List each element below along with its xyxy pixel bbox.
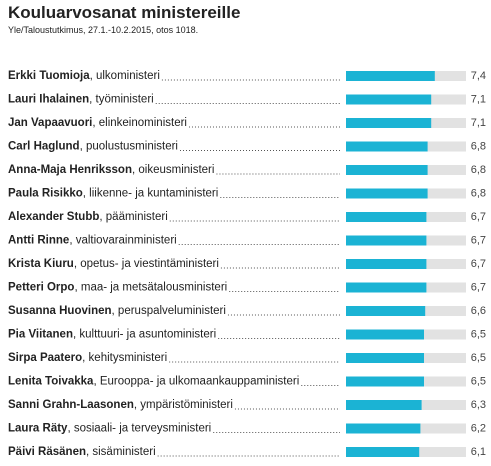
- bar: [346, 94, 432, 105]
- minister-name: Pia Viitanen: [8, 329, 73, 341]
- minister-name: Laura Räty: [8, 423, 68, 435]
- row-label: Erkki Tuomioja, ulkoministeri: [8, 70, 160, 82]
- row-label: Pia Viitanen, kulttuuri- ja asuntominist…: [8, 329, 216, 341]
- value-label: 6,8: [471, 187, 486, 199]
- value-label: 7,4: [471, 70, 486, 82]
- row-label: Laura Räty, sosiaali- ja terveysminister…: [8, 423, 211, 435]
- row-label: Krista Kiuru, opetus- ja viestintäminist…: [8, 258, 219, 270]
- value-label: 6,7: [471, 211, 486, 223]
- value-label: 6,8: [471, 164, 486, 176]
- bar: [346, 447, 420, 457]
- bar: [346, 282, 427, 293]
- value-label: 6,3: [471, 399, 486, 411]
- minister-name: Carl Haglund: [8, 141, 80, 153]
- bar: [346, 188, 428, 199]
- minister-role: , peruspalveluministeri: [112, 305, 226, 317]
- bar: [346, 212, 427, 222]
- row-label: Alexander Stubb, pääministeri: [8, 211, 168, 223]
- value-label: 6,6: [471, 305, 486, 317]
- row-label: Jan Vapaavuori, elinkeinoministeri: [8, 117, 187, 129]
- minister-role: , pääministeri: [99, 211, 167, 223]
- minister-role: , kulttuuri- ja asuntoministeri: [73, 329, 216, 341]
- row-label: Carl Haglund, puolustusministeri: [8, 141, 178, 153]
- bar: [346, 329, 424, 340]
- minister-role: , kehitysministeri: [82, 352, 167, 364]
- minister-name: Susanna Huovinen: [8, 305, 112, 317]
- row-label: Paula Risikko, liikenne- ja kuntaministe…: [8, 188, 218, 200]
- minister-role: , oikeusministeri: [132, 164, 214, 176]
- minister-role: , ulkoministeri: [90, 70, 160, 82]
- value-label: 6,1: [471, 446, 486, 458]
- minister-role: , liikenne- ja kuntaministeri: [83, 188, 219, 200]
- minister-name: Antti Rinne: [8, 235, 69, 247]
- row-label: Antti Rinne, valtiovarainministeri: [8, 235, 177, 247]
- minister-role: , työministeri: [89, 94, 154, 106]
- value-label: 6,7: [471, 258, 486, 270]
- bar: [346, 141, 428, 152]
- value-label: 6,7: [471, 281, 486, 293]
- minister-name: Jan Vapaavuori: [8, 117, 92, 129]
- row-label: Sirpa Paatero, kehitysministeri: [8, 352, 167, 364]
- value-label: 6,5: [471, 328, 486, 340]
- row-label: Lauri Ihalainen, työministeri: [8, 94, 154, 106]
- minister-role: , maa- ja metsätalousministeri: [74, 282, 227, 294]
- minister-role: , sisäministeri: [86, 446, 156, 458]
- row-label: Päivi Räsänen, sisäministeri: [8, 446, 156, 458]
- minister-name: Sirpa Paatero: [8, 352, 82, 364]
- minister-name: Lauri Ihalainen: [8, 94, 89, 106]
- bar: [346, 376, 424, 387]
- bar: [346, 118, 432, 128]
- chart-subtitle: Yle/Taloustutkimus, 27.1.-10.2.2015, oto…: [8, 25, 198, 35]
- minister-name: Lenita Toivakka: [8, 376, 94, 388]
- minister-name: Erkki Tuomioja: [8, 70, 90, 82]
- minister-role: , Eurooppa- ja ulkomaankauppaministeri: [93, 376, 299, 388]
- bar: [346, 400, 422, 410]
- minister-role: , ympäristöministeri: [134, 399, 233, 411]
- minister-name: Sanni Grahn-Laasonen: [8, 399, 134, 411]
- value-label: 6,2: [471, 422, 486, 434]
- bar: [346, 423, 421, 434]
- row-label: Petteri Orpo, maa- ja metsätalousministe…: [8, 282, 227, 294]
- minister-role: , puolustusministeri: [80, 141, 178, 153]
- row-label: Anna-Maja Henriksson, oikeusministeri: [8, 164, 214, 176]
- chart-title: Kouluarvosanat ministereille: [8, 3, 240, 22]
- row-label: Susanna Huovinen, peruspalveluministeri: [8, 305, 226, 317]
- minister-name: Päivi Räsänen: [8, 446, 86, 458]
- bar: [346, 259, 427, 269]
- minister-name: Alexander Stubb: [8, 211, 99, 223]
- bar: [346, 306, 426, 316]
- value-label: 6,7: [471, 234, 486, 246]
- minister-role: , valtiovarainministeri: [69, 235, 176, 247]
- minister-role: , elinkeinoministeri: [92, 117, 187, 129]
- value-label: 6,8: [471, 140, 486, 152]
- minister-role: , opetus- ja viestintäministeri: [74, 258, 219, 270]
- value-label: 7,1: [471, 117, 486, 129]
- value-label: 6,5: [471, 375, 486, 387]
- bar: [346, 353, 424, 363]
- minister-role: , sosiaali- ja terveysministeri: [67, 423, 211, 435]
- minister-name: Petteri Orpo: [8, 282, 74, 294]
- minister-name: Krista Kiuru: [8, 258, 74, 270]
- value-label: 7,1: [471, 93, 486, 105]
- value-label: 6,5: [471, 352, 486, 364]
- minister-name: Anna-Maja Henriksson: [8, 164, 132, 176]
- row-label: Sanni Grahn-Laasonen, ympäristöministeri: [8, 399, 233, 411]
- bar: [346, 71, 435, 81]
- row-label: Lenita Toivakka, Eurooppa- ja ulkomaanka…: [8, 376, 299, 388]
- minister-name: Paula Risikko: [8, 188, 83, 200]
- bar: [346, 235, 427, 246]
- bar: [346, 165, 428, 175]
